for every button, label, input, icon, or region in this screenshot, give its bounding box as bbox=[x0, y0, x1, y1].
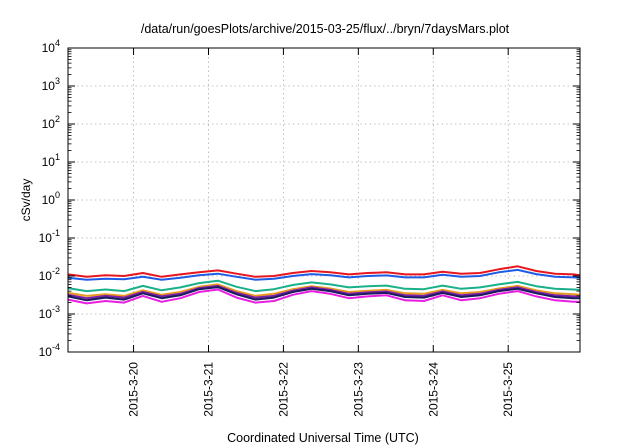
series-line-3 bbox=[67, 279, 581, 293]
y-tick-label: 101 bbox=[42, 152, 60, 169]
x-tick-label: 2015-3-25 bbox=[501, 362, 515, 417]
x-axis-label: Coordinated Universal Time (UTC) bbox=[227, 431, 419, 445]
series-line-2 bbox=[67, 268, 581, 281]
y-tick-label: 100 bbox=[42, 190, 60, 207]
y-tick-label: 10-3 bbox=[39, 304, 60, 321]
series-line-1 bbox=[67, 265, 581, 278]
y-tick-label: 104 bbox=[42, 38, 60, 55]
x-tick-label: 2015-3-22 bbox=[276, 362, 290, 417]
x-tick-label: 2015-3-21 bbox=[201, 362, 215, 417]
series-line-5 bbox=[67, 284, 580, 300]
x-tick-label: 2015-3-24 bbox=[426, 362, 440, 417]
y-tick-label: 10-4 bbox=[39, 342, 60, 359]
y-tick-label: 10-2 bbox=[39, 266, 60, 283]
series-lines bbox=[67, 265, 581, 305]
x-tick-label: 2015-3-20 bbox=[127, 362, 141, 417]
y-tick-labels: 10-4 10-3 10-2 10-1 100 101 102 103 104 bbox=[39, 38, 60, 359]
y-tick-label: 103 bbox=[42, 76, 60, 93]
y-tick-label: 102 bbox=[42, 114, 60, 131]
chart-title: /data/run/goesPlots/archive/2015-03-25/f… bbox=[141, 22, 510, 36]
x-tick-label: 2015-3-23 bbox=[351, 362, 365, 417]
grid bbox=[68, 48, 580, 352]
x-tick-labels: 2015-3-20 2015-3-21 2015-3-22 2015-3-23 2015… bbox=[127, 362, 516, 417]
tick-marks bbox=[68, 47, 580, 353]
y-axis-label: cSv/day bbox=[19, 179, 33, 222]
series-line-4 bbox=[67, 283, 581, 297]
y-tick-label: 10-1 bbox=[39, 228, 60, 245]
series-line-7 bbox=[67, 288, 580, 305]
series-line-6 bbox=[67, 286, 580, 302]
